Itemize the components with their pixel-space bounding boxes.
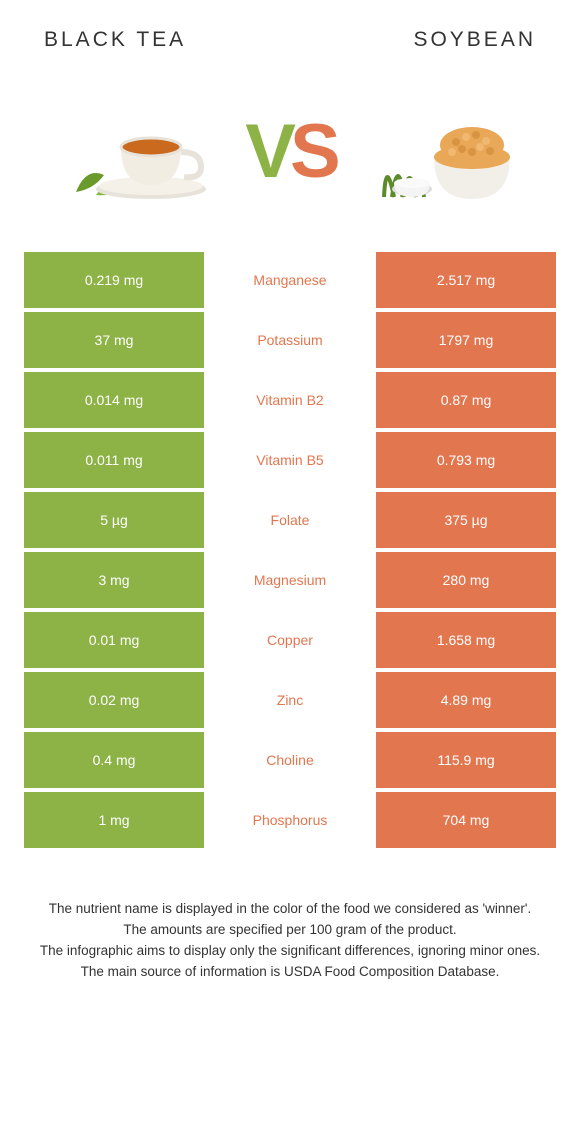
vs-s: S	[290, 114, 335, 190]
cell-right-value: 375 µg	[376, 492, 556, 548]
table-row: 1 mgPhosphorus704 mg	[24, 792, 556, 848]
cell-right-value: 704 mg	[376, 792, 556, 848]
cell-left-value: 0.4 mg	[24, 732, 204, 788]
cell-left-value: 0.01 mg	[24, 612, 204, 668]
cell-nutrient-name: Vitamin B5	[204, 432, 376, 488]
title-left: Black tea	[44, 28, 186, 52]
footnote-line: The nutrient name is displayed in the co…	[30, 900, 550, 919]
cell-left-value: 0.219 mg	[24, 252, 204, 308]
table-row: 5 µgFolate375 µg	[24, 492, 556, 548]
cell-left-value: 37 mg	[24, 312, 204, 368]
cell-right-value: 2.517 mg	[376, 252, 556, 308]
table-row: 0.02 mgZinc4.89 mg	[24, 672, 556, 728]
header: Black tea Soybean	[0, 0, 580, 62]
cell-left-value: 0.011 mg	[24, 432, 204, 488]
table-row: 37 mgPotassium1797 mg	[24, 312, 556, 368]
cell-right-value: 1.658 mg	[376, 612, 556, 668]
tea-image	[61, 92, 221, 212]
cell-left-value: 0.014 mg	[24, 372, 204, 428]
cell-left-value: 1 mg	[24, 792, 204, 848]
cell-left-value: 5 µg	[24, 492, 204, 548]
cell-right-value: 4.89 mg	[376, 672, 556, 728]
cell-nutrient-name: Phosphorus	[204, 792, 376, 848]
cell-nutrient-name: Copper	[204, 612, 376, 668]
comparison-table: 0.219 mgManganese2.517 mg37 mgPotassium1…	[0, 252, 580, 848]
cell-right-value: 0.87 mg	[376, 372, 556, 428]
cell-nutrient-name: Magnesium	[204, 552, 376, 608]
cell-left-value: 3 mg	[24, 552, 204, 608]
vs-label: V S	[245, 114, 334, 190]
hero-row: V S	[0, 62, 580, 252]
cell-right-value: 280 mg	[376, 552, 556, 608]
table-row: 0.014 mgVitamin B20.87 mg	[24, 372, 556, 428]
soybean-image	[359, 92, 519, 212]
footnotes: The nutrient name is displayed in the co…	[0, 852, 580, 982]
footnote-line: The amounts are specified per 100 gram o…	[30, 921, 550, 940]
footnote-line: The main source of information is USDA F…	[30, 963, 550, 982]
table-row: 0.219 mgManganese2.517 mg	[24, 252, 556, 308]
cell-nutrient-name: Choline	[204, 732, 376, 788]
cell-right-value: 115.9 mg	[376, 732, 556, 788]
vs-v: V	[245, 114, 290, 190]
cell-left-value: 0.02 mg	[24, 672, 204, 728]
cell-right-value: 1797 mg	[376, 312, 556, 368]
cell-nutrient-name: Potassium	[204, 312, 376, 368]
cell-nutrient-name: Zinc	[204, 672, 376, 728]
cell-right-value: 0.793 mg	[376, 432, 556, 488]
footnote-line: The infographic aims to display only the…	[30, 942, 550, 961]
cell-nutrient-name: Manganese	[204, 252, 376, 308]
cell-nutrient-name: Vitamin B2	[204, 372, 376, 428]
cell-nutrient-name: Folate	[204, 492, 376, 548]
table-row: 0.01 mgCopper1.658 mg	[24, 612, 556, 668]
title-right: Soybean	[413, 28, 536, 52]
table-row: 3 mgMagnesium280 mg	[24, 552, 556, 608]
table-row: 0.4 mgCholine115.9 mg	[24, 732, 556, 788]
table-row: 0.011 mgVitamin B50.793 mg	[24, 432, 556, 488]
